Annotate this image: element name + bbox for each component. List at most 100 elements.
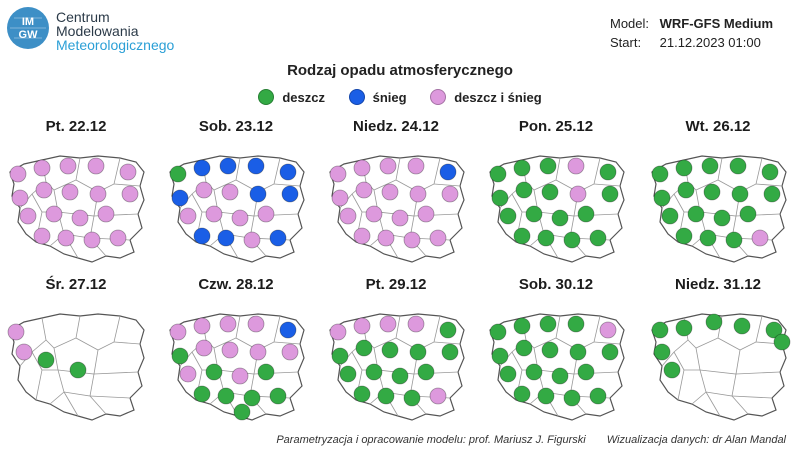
- precip-point-mixed: [169, 323, 187, 341]
- precip-point-mixed: [221, 341, 239, 359]
- region-border: [93, 371, 139, 375]
- precip-point-rain: [409, 343, 427, 361]
- model-label: Model:: [610, 16, 650, 31]
- region-border: [731, 395, 749, 415]
- poland-map: [489, 155, 625, 263]
- precip-point-mixed: [231, 209, 249, 227]
- precip-point-mixed: [365, 205, 383, 223]
- svg-text:IM: IM: [22, 16, 34, 28]
- day-title: Niedz. 31.12: [675, 276, 761, 293]
- imgw-logo: IM GW Centrum Modelowania Meteorologiczn…: [6, 6, 206, 58]
- precip-point-rain: [513, 159, 531, 177]
- precip-point-rain: [233, 403, 251, 421]
- precip-point-mixed: [355, 181, 373, 199]
- precip-point-rain: [331, 347, 349, 365]
- precip-point-rain: [653, 343, 671, 361]
- org-name-line1: Centrum: [56, 9, 110, 25]
- precip-point-rain: [353, 385, 371, 403]
- region-border: [555, 315, 601, 351]
- precip-point-rain: [499, 365, 517, 383]
- precip-point-rain: [761, 163, 779, 181]
- precip-point-rain: [539, 315, 557, 333]
- legend-mixed-marker: [430, 89, 447, 105]
- precip-point-rain: [653, 189, 671, 207]
- legend-item-snow: śnieg: [348, 89, 407, 105]
- precip-point-rain: [269, 387, 287, 405]
- region-border: [433, 341, 461, 345]
- precip-point-mixed: [339, 207, 357, 225]
- precip-point-snow: [439, 163, 457, 181]
- day-panel-7: Czw. 28.12: [160, 276, 312, 426]
- precip-point-mixed: [195, 339, 213, 357]
- precip-point-rain: [773, 333, 791, 351]
- poland-map: [329, 313, 465, 421]
- model-info: Model: WRF-GFS Medium Start: 21.12.2023 …: [610, 14, 773, 52]
- precip-point-mixed: [193, 317, 211, 335]
- region-border: [89, 395, 107, 415]
- precip-point-rain: [491, 189, 509, 207]
- precip-point-rain: [739, 205, 757, 223]
- region-border: [273, 341, 301, 345]
- precip-point-mixed: [353, 317, 371, 335]
- precip-point-rain: [541, 341, 559, 359]
- precip-point-mixed: [9, 165, 27, 183]
- precip-point-snow: [279, 321, 297, 339]
- legend: deszcz śnieg deszcz i śnieg: [0, 89, 800, 108]
- precip-point-rain: [525, 363, 543, 381]
- precip-point-rain: [589, 387, 607, 405]
- precip-point-snow: [171, 189, 189, 207]
- precip-point-rain: [599, 163, 617, 181]
- credit-model: Parametryzacja i opracowanie modelu: pro…: [276, 434, 586, 446]
- precip-point-rain: [37, 351, 55, 369]
- precip-point-rain: [513, 227, 531, 245]
- poland-map: [489, 313, 625, 421]
- precip-point-snow: [217, 229, 235, 247]
- precip-point-snow: [249, 185, 267, 203]
- precip-point-rain: [661, 207, 679, 225]
- legend-item-mixed: deszcz i śnieg: [430, 89, 542, 105]
- country-outline: [651, 313, 787, 421]
- precip-point-mixed: [109, 229, 127, 247]
- day-title: Sob. 23.12: [198, 118, 274, 135]
- credit-visualization: Wizualizacja danych: dr Alan Mandal: [606, 434, 786, 446]
- precip-point-snow: [269, 229, 287, 247]
- precip-point-rain: [763, 185, 781, 203]
- precip-point-rain: [491, 347, 509, 365]
- precip-point-rain: [675, 227, 693, 245]
- precip-point-mixed: [329, 323, 347, 341]
- day-panel-4: Pon. 25.12: [480, 118, 632, 268]
- poland-map: [7, 313, 145, 421]
- precip-point-mixed: [329, 165, 347, 183]
- precip-point-mixed: [331, 189, 349, 207]
- precip-point-rain: [601, 343, 619, 361]
- precip-point-rain: [563, 231, 581, 249]
- day-panel-9: Sob. 30.12: [480, 276, 632, 426]
- precip-point-rain: [577, 363, 595, 381]
- precip-point-rain: [513, 317, 531, 335]
- precip-point-mixed: [61, 183, 79, 201]
- precip-point-mixed: [87, 157, 105, 175]
- precip-point-mixed: [179, 207, 197, 225]
- precip-point-mixed: [407, 315, 425, 333]
- precip-point-mixed: [243, 231, 261, 249]
- day-panel-2: Sob. 23.12: [160, 118, 312, 268]
- precip-point-rain: [541, 183, 559, 201]
- poland-map: [9, 155, 145, 263]
- day-title: Pon. 25.12: [518, 118, 594, 135]
- precip-point-rain: [651, 321, 669, 339]
- precip-point-snow: [247, 157, 265, 175]
- footer-credits: Parametryzacja i opracowanie modelu: pro…: [258, 434, 786, 446]
- poland-map: [651, 155, 787, 263]
- precip-point-rain: [365, 363, 383, 381]
- precip-point-mixed: [121, 185, 139, 203]
- precip-point-rain: [539, 157, 557, 175]
- precip-point-mixed: [441, 185, 459, 203]
- precip-point-rain: [701, 157, 719, 175]
- precip-point-rain: [729, 157, 747, 175]
- precip-point-mixed: [429, 229, 447, 247]
- day-title: Pt. 22.12: [45, 118, 107, 135]
- legend-rain-label: deszcz: [282, 89, 325, 105]
- precip-point-mixed: [353, 159, 371, 177]
- precip-point-mixed: [417, 205, 435, 223]
- poland-map: [329, 155, 465, 263]
